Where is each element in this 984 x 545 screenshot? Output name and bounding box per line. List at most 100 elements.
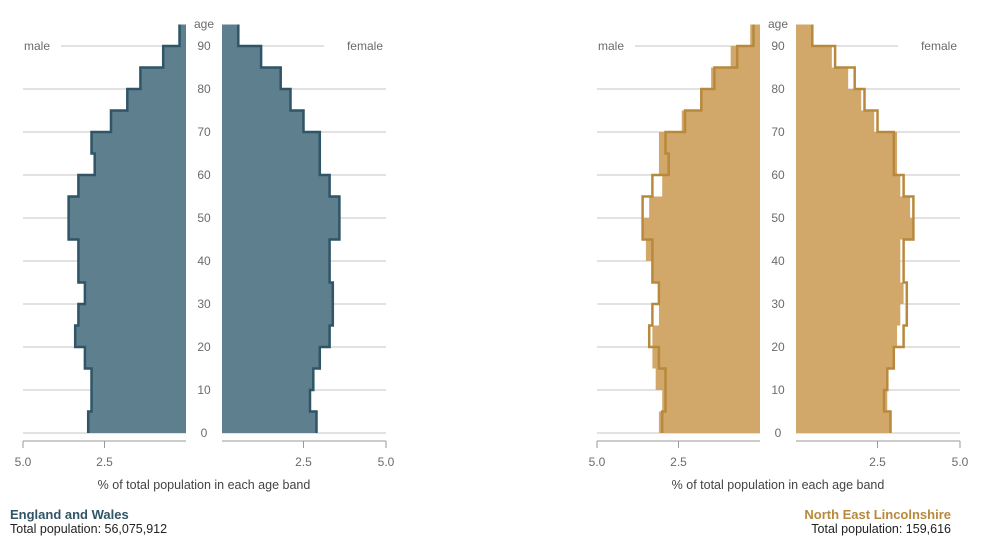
female-bar: [222, 218, 340, 240]
x-axis-title: % of total population in each age band: [672, 478, 885, 492]
female-bar: [222, 24, 239, 46]
male-bar: [68, 196, 186, 218]
male-bar: [750, 24, 760, 46]
female-bar: [222, 67, 281, 89]
age-tick-label: 20: [771, 340, 785, 354]
x-tick-label: 5.0: [15, 455, 32, 469]
age-tick-label: 70: [197, 125, 211, 139]
age-axis-title: age: [768, 17, 788, 31]
female-bar: [796, 110, 875, 132]
female-bar: [796, 390, 888, 412]
x-tick-label: 5.0: [952, 455, 969, 469]
female-bar: [222, 46, 262, 68]
male-bar: [645, 239, 760, 261]
male-bar: [84, 347, 186, 369]
male-bar: [652, 261, 760, 283]
female-bar: [222, 89, 291, 111]
age-axis-title: age: [194, 17, 214, 31]
male-bar: [652, 347, 760, 369]
male-label: male: [598, 39, 624, 53]
age-tick-label: 10: [771, 383, 785, 397]
female-bar: [796, 368, 888, 390]
age-tick-label: 60: [771, 168, 785, 182]
x-axis-title: % of total population in each age band: [98, 478, 311, 492]
female-bar: [796, 196, 911, 218]
x-tick-label: 2.5: [869, 455, 886, 469]
age-tick-label: 30: [197, 297, 211, 311]
male-bar: [91, 132, 186, 154]
x-tick-label: 5.0: [589, 455, 606, 469]
right-chart-caption: North East Lincolnshire Total population…: [804, 507, 951, 536]
male-bar: [111, 110, 186, 132]
female-bar: [796, 89, 862, 111]
female-bar: [222, 239, 330, 261]
female-bar: [222, 304, 333, 326]
male-bar: [179, 24, 186, 46]
age-tick-label: 40: [197, 254, 211, 268]
age-tick-label: 90: [771, 39, 785, 53]
male-bar: [91, 368, 186, 390]
male-bar: [140, 67, 186, 89]
age-tick-label: 80: [197, 82, 211, 96]
female-bar: [796, 239, 901, 261]
female-bar: [222, 196, 340, 218]
male-bar: [662, 175, 760, 197]
male-bar: [658, 153, 760, 175]
male-bar: [658, 304, 760, 326]
age-tick-label: 0: [775, 426, 782, 440]
female-bar: [796, 304, 901, 326]
x-tick-label: 2.5: [670, 455, 687, 469]
age-tick-label: 90: [197, 39, 211, 53]
male-bar: [658, 132, 760, 154]
female-bar: [222, 261, 330, 283]
female-comparator-outline: [811, 24, 915, 433]
age-tick-label: 60: [197, 168, 211, 182]
age-tick-label: 0: [201, 426, 208, 440]
female-bar: [222, 132, 320, 154]
male-bar: [127, 89, 186, 111]
male-comparator-outline: [641, 24, 755, 433]
male-comparator-outline: [67, 24, 181, 433]
male-bar: [163, 46, 186, 68]
age-tick-label: 80: [771, 82, 785, 96]
x-tick-label: 2.5: [295, 455, 312, 469]
female-bar: [796, 347, 894, 369]
female-bar: [796, 218, 914, 240]
female-bar: [222, 282, 333, 304]
male-bar: [662, 390, 760, 412]
male-bar: [652, 325, 760, 347]
male-bar: [642, 218, 760, 240]
female-bar: [222, 390, 311, 412]
male-bar: [68, 218, 186, 240]
male-bar: [75, 325, 186, 347]
age-tick-label: 50: [197, 211, 211, 225]
male-bar: [649, 196, 760, 218]
male-label: male: [24, 39, 50, 53]
female-bar: [796, 67, 849, 89]
female-bar: [222, 347, 320, 369]
female-comparator-outline: [237, 24, 341, 433]
male-bar: [78, 304, 186, 326]
female-bar: [222, 175, 330, 197]
age-tick-label: 20: [197, 340, 211, 354]
female-bar: [796, 325, 898, 347]
male-bar: [701, 89, 760, 111]
male-bar: [681, 110, 760, 132]
female-bar: [796, 261, 901, 283]
age-tick-label: 30: [771, 297, 785, 311]
female-bar: [796, 24, 813, 46]
left-chart-caption: England and Wales Total population: 56,0…: [10, 507, 167, 536]
x-tick-label: 5.0: [378, 455, 395, 469]
female-label: female: [921, 39, 957, 53]
male-bar: [88, 411, 186, 433]
age-tick-label: 40: [771, 254, 785, 268]
female-bar: [222, 110, 304, 132]
female-bar: [222, 411, 317, 433]
pyramid-chart-2: 0 10 20 30 40 50 60 70 80 90 age male female 5.0 2.5 2.…: [589, 17, 969, 492]
male-bar: [78, 239, 186, 261]
male-bar: [658, 282, 760, 304]
male-bar: [711, 67, 760, 89]
male-bar: [658, 411, 760, 433]
female-bar: [796, 282, 904, 304]
